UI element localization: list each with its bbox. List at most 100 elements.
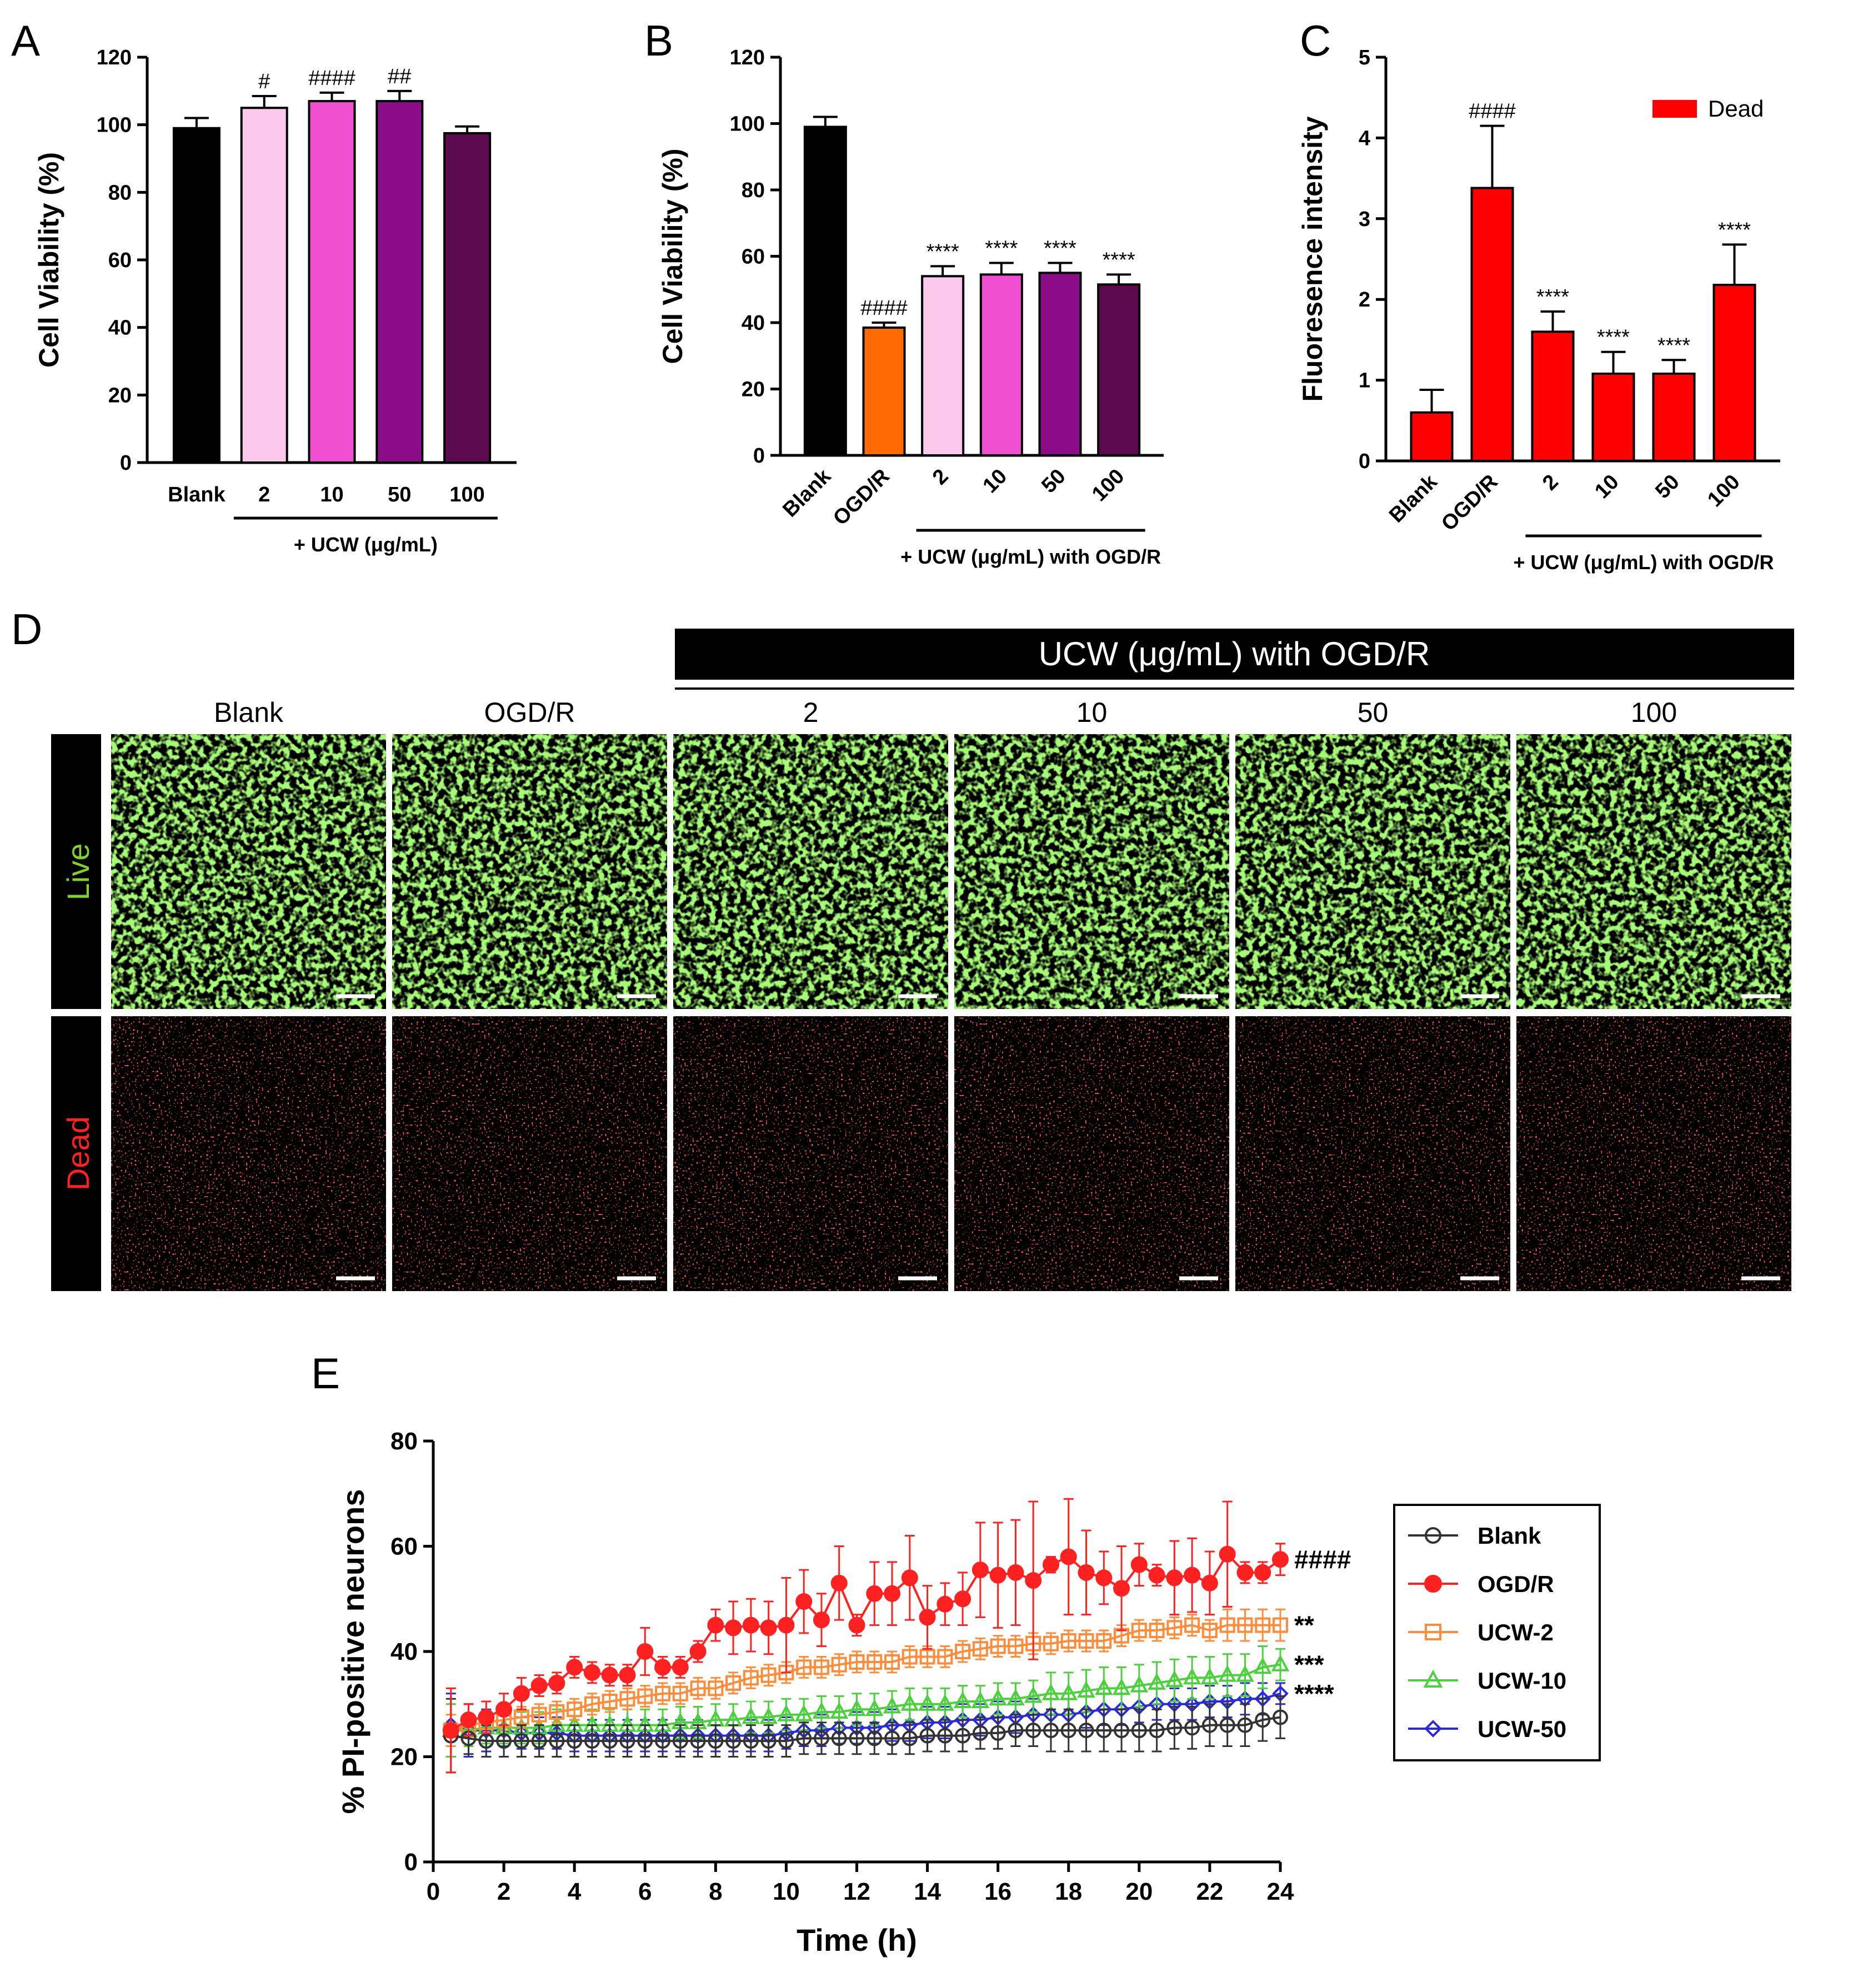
data-point xyxy=(513,1733,529,1749)
x-tick-label: OGD/R xyxy=(829,465,894,530)
data-point xyxy=(760,1667,777,1683)
legend-swatch-dead xyxy=(1652,100,1697,118)
legend-label: UCW-10 xyxy=(1478,1668,1566,1694)
data-point xyxy=(743,1733,759,1749)
data-point xyxy=(1078,1633,1094,1649)
data-point xyxy=(989,1689,1008,1706)
data-point xyxy=(1008,1638,1024,1654)
data-point xyxy=(1165,1670,1184,1688)
data-point xyxy=(460,1711,477,1729)
data-point xyxy=(1006,1689,1025,1706)
bar-blank xyxy=(1410,411,1454,463)
data-point xyxy=(1219,1617,1235,1633)
y-tick-label: 120 xyxy=(97,46,132,69)
data-point xyxy=(760,1619,777,1636)
bar-ogdr xyxy=(862,326,906,457)
data-point xyxy=(1424,1720,1442,1738)
data-point xyxy=(849,1730,865,1746)
x-tick-label: 4 xyxy=(568,1878,582,1905)
micrograph-dead-cells xyxy=(111,1016,386,1291)
y-tick-label: 4 xyxy=(1359,127,1370,150)
micrograph-live-cells xyxy=(1235,734,1510,1009)
data-point xyxy=(902,1730,918,1746)
bar-2 xyxy=(921,275,965,456)
data-point xyxy=(549,1704,565,1720)
data-point xyxy=(830,1701,849,1719)
x-tick-label: 100 xyxy=(1703,470,1745,512)
data-point xyxy=(1148,1673,1166,1690)
data-point xyxy=(1271,1654,1290,1671)
data-point xyxy=(813,1730,829,1746)
data-point xyxy=(725,1733,742,1749)
data-point xyxy=(619,1691,635,1707)
micro-col-label: 10 xyxy=(1076,697,1108,728)
data-point xyxy=(601,1666,618,1684)
significance-label: #### xyxy=(308,67,355,90)
data-point xyxy=(672,1733,688,1749)
data-point xyxy=(567,1733,583,1749)
chart-c-fluorescence: 0 1 2 3 4 5 Fluoresence intensity Blank #### OGD/… xyxy=(1297,46,1780,574)
data-point xyxy=(937,1649,953,1665)
panel-letter-a: A xyxy=(11,16,40,65)
y-axis-title: Cell Viability (%) xyxy=(33,152,64,368)
legend-label-dead: Dead xyxy=(1708,96,1764,122)
data-point xyxy=(1131,1723,1147,1739)
data-point xyxy=(1094,1678,1113,1695)
bar-blank xyxy=(803,125,847,457)
data-point xyxy=(583,1664,600,1681)
data-point xyxy=(743,1670,759,1686)
data-point xyxy=(971,1691,990,1709)
y-axis-title: % PI-positive neurons xyxy=(335,1489,370,1814)
data-point xyxy=(478,1709,495,1726)
data-point xyxy=(813,1612,830,1629)
data-point xyxy=(760,1733,777,1749)
data-point xyxy=(707,1616,724,1634)
data-point xyxy=(566,1659,583,1676)
legend-box xyxy=(1393,1504,1601,1761)
data-point xyxy=(548,1674,565,1691)
bar-ogdr xyxy=(1470,187,1514,462)
data-point xyxy=(812,1701,831,1719)
x-tick-label: 20 xyxy=(1125,1878,1153,1905)
micrograph-live-cells xyxy=(111,734,386,1009)
data-point xyxy=(478,1733,494,1749)
data-point xyxy=(530,1677,548,1694)
data-point xyxy=(584,1696,600,1712)
data-point xyxy=(1425,1527,1441,1544)
data-point xyxy=(1219,1545,1236,1563)
data-point xyxy=(1424,1575,1442,1593)
data-point xyxy=(584,1733,600,1749)
y-axis-title: Cell Viability (%) xyxy=(657,148,688,364)
data-point xyxy=(1254,1564,1271,1581)
data-point xyxy=(1060,1723,1076,1739)
chart-b-cell-viability-ogdr: 0 20 40 60 80 100 120 Cell Viability (%) Blank ##… xyxy=(657,46,1164,568)
data-point xyxy=(531,1706,547,1723)
data-point xyxy=(1423,1669,1443,1688)
micrograph-live-cells xyxy=(392,734,667,1009)
data-point xyxy=(513,1709,529,1725)
data-point xyxy=(1096,1633,1112,1649)
significance-label: **** xyxy=(1103,248,1135,272)
data-point xyxy=(1237,1617,1253,1633)
series-significance: #### xyxy=(1294,1545,1351,1574)
panel-d-live-dead-micrographs: UCW (μg/mL) with OGD/R Blank OGD/R 2 10 50 10… xyxy=(51,629,1794,1291)
data-point xyxy=(778,1733,794,1749)
data-point xyxy=(708,1733,724,1749)
micrograph-live-cells xyxy=(954,734,1229,1009)
data-point xyxy=(990,1638,1006,1654)
x-tick-label: 10 xyxy=(1590,470,1624,504)
x-tick-label: 2 xyxy=(258,483,270,506)
data-point xyxy=(900,1694,919,1711)
y-tick-label: 2 xyxy=(1359,288,1370,312)
y-tick-label: 5 xyxy=(1359,46,1370,69)
x-tick-label: Blank xyxy=(1385,470,1442,527)
data-point xyxy=(849,1654,865,1670)
data-point xyxy=(936,1595,954,1613)
data-point xyxy=(513,1685,530,1702)
significance-label: **** xyxy=(1718,218,1751,242)
significance-label: **** xyxy=(1657,334,1690,357)
data-point xyxy=(831,1730,847,1746)
micrograph-dead-cells xyxy=(673,1016,948,1291)
data-point xyxy=(1007,1564,1024,1581)
